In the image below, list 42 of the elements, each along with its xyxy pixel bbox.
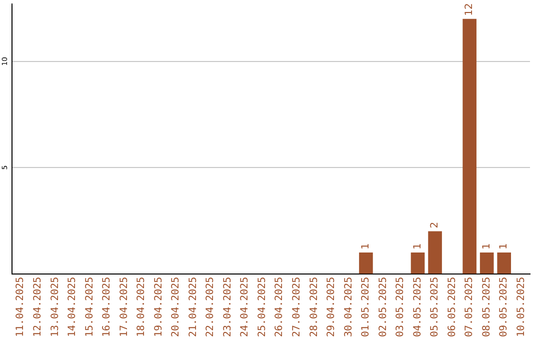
bar [410, 252, 425, 274]
x-tick-label: 12.04.2025 [32, 276, 44, 338]
data-label: 1 [360, 243, 372, 250]
bar [480, 252, 494, 274]
x-tick-label: 16.04.2025 [102, 276, 113, 338]
data-label: 1 [412, 243, 424, 250]
x-tick-label: 05.05.2025 [430, 276, 441, 338]
x-tick-label: 27.04.2025 [291, 276, 302, 338]
x-tick-label: 22.04.2025 [205, 276, 216, 338]
x-tick-label: 18.04.2025 [136, 276, 148, 338]
x-tick-label: 28.04.2025 [308, 276, 320, 338]
x-tick-label: 29.04.2025 [326, 276, 338, 338]
x-tick-label: 21.04.2025 [188, 276, 199, 338]
x-tick-label: 20.04.2025 [170, 276, 182, 338]
x-tick-label: 26.04.2025 [274, 276, 286, 338]
x-tick-label: 19.04.2025 [153, 276, 164, 338]
x-tick-label: 25.04.2025 [256, 276, 268, 338]
x-tick-label: 07.05.2025 [464, 276, 476, 338]
x-tick-label: 23.04.2025 [222, 276, 234, 338]
x-tick-label: 02.05.2025 [378, 276, 389, 338]
x-tick-label: 04.05.2025 [412, 276, 424, 338]
bar [428, 231, 442, 274]
data-label: 2 [430, 222, 441, 228]
x-tick-label: 17.04.2025 [118, 276, 130, 338]
x-tick-label: 08.05.2025 [481, 276, 492, 338]
bar [359, 252, 373, 274]
bar [497, 252, 512, 274]
x-tick-label: 14.04.2025 [67, 276, 78, 338]
x-tick-label: 13.04.2025 [50, 276, 61, 338]
data-label: 1 [498, 243, 510, 250]
x-tick-label: 10.05.2025 [516, 276, 527, 338]
x-tick-label: 24.04.2025 [240, 276, 251, 338]
bar [462, 18, 476, 274]
x-tick-label: 30.04.2025 [343, 276, 354, 338]
data-label: 12 [464, 3, 476, 16]
x-tick-label: 15.04.2025 [84, 276, 96, 338]
data-label: 1 [481, 243, 492, 250]
x-tick-label: 01.05.2025 [360, 276, 372, 338]
x-tick-label: 11.04.2025 [15, 276, 26, 338]
x-tick-label: 09.05.2025 [498, 276, 510, 338]
x-tick-label: 03.05.2025 [395, 276, 406, 338]
x-tick-label: 06.05.2025 [446, 276, 458, 338]
